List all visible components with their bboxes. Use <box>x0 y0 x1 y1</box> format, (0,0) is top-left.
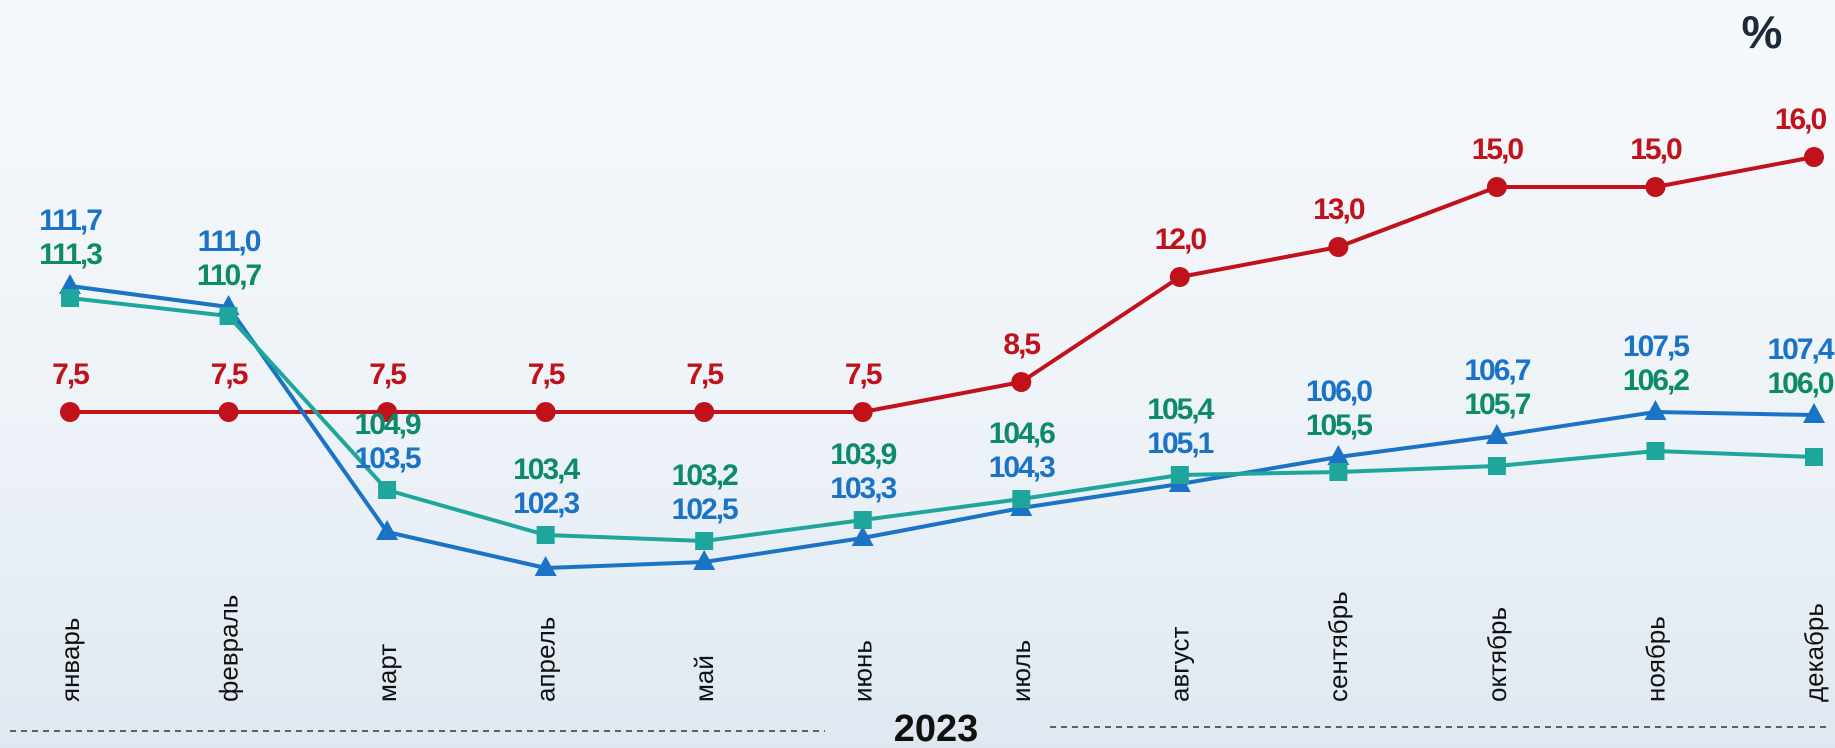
data-label: 111,0 <box>198 225 261 258</box>
data-label: 8,5 <box>1003 328 1040 361</box>
data-label: 102,5 <box>672 493 738 526</box>
x-tick-label: январь <box>55 618 85 702</box>
data-label: 7,5 <box>686 358 723 391</box>
data-label: 7,5 <box>369 358 406 391</box>
x-tick-label: октябрь <box>1482 607 1512 702</box>
data-label: 107,4 <box>1767 333 1834 366</box>
data-label: 104,3 <box>989 451 1055 484</box>
point <box>1329 463 1348 481</box>
point <box>1011 372 1032 392</box>
point <box>1646 442 1665 460</box>
data-label: 7,5 <box>52 358 89 391</box>
data-label: 103,5 <box>355 442 421 475</box>
point <box>1487 457 1506 475</box>
data-label: 16,0 <box>1775 103 1827 136</box>
point <box>1170 466 1189 484</box>
point <box>61 289 79 307</box>
data-label: 7,5 <box>211 358 248 391</box>
point <box>1327 445 1350 465</box>
unit-label: % <box>1742 6 1783 58</box>
data-label: 13,0 <box>1313 193 1365 226</box>
point <box>1012 490 1031 508</box>
x-tick-label: декабрь <box>1799 603 1829 702</box>
data-label: 104,6 <box>989 417 1055 450</box>
point <box>851 526 874 546</box>
point <box>693 550 716 570</box>
data-label: 15,0 <box>1472 133 1524 166</box>
x-tick-label: август <box>1165 627 1195 702</box>
point <box>535 402 556 422</box>
series-line <box>69 284 1815 570</box>
point <box>852 402 873 422</box>
x-tick-label: ноябрь <box>1640 616 1670 702</box>
data-label: 111,3 <box>39 238 102 271</box>
data-label: 105,5 <box>1306 409 1372 442</box>
point <box>534 556 557 576</box>
data-label: 105,7 <box>1464 388 1530 421</box>
data-label: 105,4 <box>1147 393 1214 426</box>
x-tick-label: апрель <box>531 617 561 702</box>
data-label: 106,0 <box>1306 375 1372 408</box>
point <box>694 402 715 422</box>
point <box>853 511 872 529</box>
point <box>1805 448 1823 466</box>
data-label: 103,3 <box>830 472 896 505</box>
x-tick-label: июнь <box>848 640 878 702</box>
data-label: 105,1 <box>1147 427 1213 460</box>
data-label: 111,7 <box>39 204 102 237</box>
point <box>1486 177 1507 197</box>
data-label: 15,0 <box>1630 133 1682 166</box>
data-label: 103,9 <box>830 438 896 471</box>
point <box>219 307 238 325</box>
x-tick-label: май <box>689 655 719 702</box>
x-tick-label: июль <box>1006 640 1036 702</box>
series-line <box>69 296 1815 543</box>
point <box>695 532 714 550</box>
data-label: 106,7 <box>1464 354 1530 387</box>
x-tick-label: сентябрь <box>1323 591 1353 702</box>
data-label: 103,4 <box>513 453 580 486</box>
point <box>1804 147 1824 167</box>
data-label: 7,5 <box>845 358 882 391</box>
point <box>1169 267 1190 287</box>
point <box>376 520 399 540</box>
point <box>378 481 397 499</box>
data-label: 7,5 <box>528 358 565 391</box>
data-label: 102,3 <box>513 487 579 520</box>
data-label: 12,0 <box>1155 223 1207 256</box>
data-label: 104,9 <box>355 408 421 441</box>
data-label: 107,5 <box>1623 330 1689 363</box>
data-label: 103,2 <box>672 459 738 492</box>
point <box>1485 424 1508 444</box>
data-label: 110,7 <box>197 259 262 292</box>
year-label: 2023 <box>894 708 979 748</box>
point <box>1645 177 1666 197</box>
x-tick-label: март <box>372 644 402 702</box>
data-label: 106,2 <box>1623 364 1689 397</box>
point <box>377 402 398 422</box>
point <box>60 402 80 422</box>
point <box>536 526 555 544</box>
series-line <box>70 155 1815 414</box>
point <box>1328 237 1349 257</box>
point <box>218 402 239 422</box>
data-label: 106,0 <box>1767 367 1833 400</box>
point <box>1803 403 1825 423</box>
point <box>1644 400 1667 420</box>
x-tick-label: февраль <box>213 595 243 702</box>
